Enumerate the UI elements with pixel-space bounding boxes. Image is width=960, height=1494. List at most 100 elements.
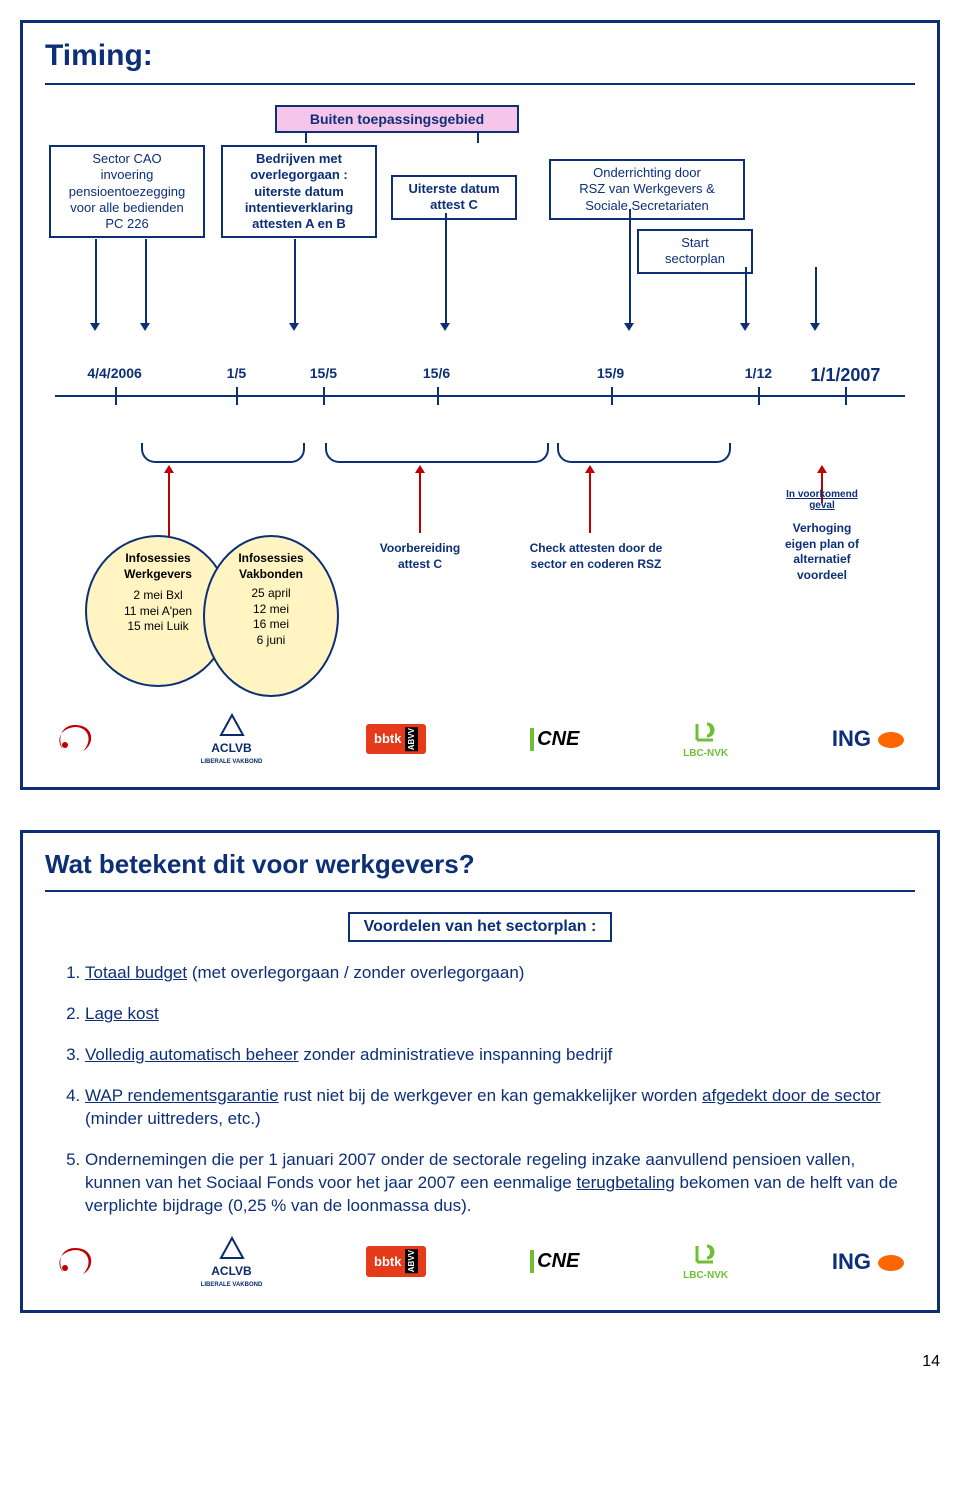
top-area: Buiten toepassingsgebied Sector CAO invo… [45, 105, 915, 335]
tick-5 [758, 387, 760, 405]
tick-label-5: 1/12 [745, 365, 772, 381]
arrow-b5b [810, 323, 820, 331]
item2-a: Lage kost [85, 1004, 159, 1023]
arrow-check [585, 465, 595, 473]
lower-area: Infosessies Werkgevers 2 mei Bxl 11 mei … [45, 465, 915, 705]
oval-infosessies-vakbonden: Infosessies Vakbonden 25 april 12 mei 16… [203, 535, 339, 697]
item4-d: (minder uittreders, etc.) [85, 1109, 261, 1128]
box-sector-cao: Sector CAO invoering pensioentoezegging … [49, 145, 205, 238]
arrow-verhoging [817, 465, 827, 473]
tick-label-1: 1/5 [227, 365, 246, 381]
lbc-text: LBC-NVK [683, 748, 728, 759]
brace-left [141, 443, 305, 463]
arrow-voorbereiding [415, 465, 425, 473]
logo-bbtk: bbtk ABVV [366, 724, 426, 754]
tick-label-3: 15/6 [423, 365, 450, 381]
brace-mid [325, 443, 549, 463]
tick-label-2: 15/5 [310, 365, 337, 381]
note-in-voorkomend: In voorkomend geval [767, 489, 877, 511]
ing-lion-icon [875, 728, 907, 750]
brace-right [557, 443, 731, 463]
aclvb-sub: LIBERALE VAKBOND [201, 759, 263, 765]
arrow-b1b [140, 323, 150, 331]
oval1-title: Infosessies Werkgevers [93, 551, 223, 582]
conn-b1a [95, 239, 97, 323]
stem-voorbereiding [419, 473, 421, 533]
callout-voorbereiding: Voorbereiding attest C [355, 541, 485, 572]
item-4: WAP rendementsgarantie rust niet bij de … [85, 1085, 915, 1131]
page-number: 14 [20, 1353, 940, 1371]
logo-ing: ING [832, 726, 907, 752]
conn-b2 [294, 239, 296, 323]
item4-b: rust niet bij de werkgever en kan gemakk… [279, 1086, 702, 1105]
ing-text: ING [832, 726, 871, 752]
item-3: Volledig automatisch beheer zonder admin… [85, 1044, 915, 1067]
tick-6 [845, 387, 847, 405]
pink-connector-top [305, 131, 479, 143]
oval2-title: Infosessies Vakbonden [211, 551, 331, 582]
logo-lbc-2: LBC-NVK [683, 1242, 728, 1281]
logo-strip-1: ACLVB LIBERALE VAKBOND bbtk ABVV CNE LBC… [45, 713, 915, 765]
logo-ing-2: ING [832, 1249, 907, 1275]
bbtk-text: bbtk [374, 731, 401, 746]
box-start-sectorplan: Start sectorplan [637, 229, 753, 274]
conn-b3 [445, 213, 447, 323]
lbc-icon [693, 720, 719, 744]
box-uiterste-attest-c: Uiterste datum attest C [391, 175, 517, 220]
tick-label-6: 1/1/2007 [810, 365, 880, 386]
item4-c: afgedekt door de sector [702, 1086, 881, 1105]
cne-text: CNE [530, 728, 579, 751]
title-rule-2 [45, 890, 915, 892]
arrow-b2 [289, 323, 299, 331]
conn-b1b [145, 239, 147, 323]
box-bedrijven-overlegorgaan: Bedrijven met overlegorgaan : uiterste d… [221, 145, 377, 238]
abvv-text: ABVV [405, 727, 418, 751]
arrow-b4 [624, 323, 634, 331]
arrow-b1a [90, 323, 100, 331]
tick-2 [323, 387, 325, 405]
item-2: Lage kost [85, 1003, 915, 1026]
item-5: Ondernemingen die per 1 januari 2007 ond… [85, 1149, 915, 1218]
timeline: 4/4/2006 1/5 15/5 15/6 15/9 1/12 1/1/200… [45, 365, 915, 425]
oval2-body: 25 april 12 mei 16 mei 6 juni [211, 586, 331, 648]
slide-voordelen: Wat betekent dit voor werkgevers? Voorde… [20, 830, 940, 1313]
tick-label-4: 15/9 [597, 365, 624, 381]
stem-check [589, 473, 591, 533]
logo-swirl-icon-2 [53, 1244, 97, 1280]
slide1-title: Timing: [45, 39, 915, 73]
tick-4 [611, 387, 613, 405]
conn-b5 [745, 267, 747, 323]
slide2-title: Wat betekent dit voor werkgevers? [45, 849, 915, 880]
arrow-b3 [440, 323, 450, 331]
aclvb-text: ACLVB [211, 741, 251, 755]
logo-cne-2: CNE [530, 1250, 579, 1273]
arrow-b5 [740, 323, 750, 331]
buiten-toepassingsgebied-label: Buiten toepassingsgebied [275, 105, 519, 133]
aclvb-icon [217, 713, 247, 737]
callout-verhoging: Verhoging eigen plan of alternatief voor… [767, 521, 877, 583]
logo-aclvb-2: ACLVB LIBERALE VAKBOND [201, 1236, 263, 1288]
item1-a: Totaal budget [85, 963, 187, 982]
title-rule [45, 83, 915, 85]
conn-b4 [629, 209, 631, 323]
logo-strip-2: ACLVB LIBERALE VAKBOND bbtk ABVV CNE LBC… [45, 1236, 915, 1288]
logo-lbc: LBC-NVK [683, 720, 728, 759]
arrow-oval1 [164, 465, 174, 473]
item-1: Totaal budget (met overlegorgaan / zonde… [85, 962, 915, 985]
tick-3 [437, 387, 439, 405]
tick-1 [236, 387, 238, 405]
timeline-line [55, 395, 905, 397]
slide-timing: Timing: Buiten toepassingsgebied Sector … [20, 20, 940, 790]
item4-a: WAP rendementsgarantie [85, 1086, 279, 1105]
logo-bbtk-2: bbtk ABVV [366, 1246, 426, 1276]
callout-check: Check attesten door de sector en coderen… [501, 541, 691, 572]
voordelen-heading: Voordelen van het sectorplan : [348, 912, 613, 942]
stem-oval1 [168, 473, 170, 541]
item1-b: (met overlegorgaan / zonder overlegorgaa… [187, 963, 524, 982]
logo-cne: CNE [530, 728, 579, 751]
logo-aclvb: ACLVB LIBERALE VAKBOND [201, 713, 263, 765]
voordelen-list: Totaal budget (met overlegorgaan / zonde… [45, 962, 915, 1218]
tick-0 [115, 387, 117, 405]
item5-b: terugbetaling [576, 1173, 674, 1192]
logo-swirl-icon [53, 721, 97, 757]
